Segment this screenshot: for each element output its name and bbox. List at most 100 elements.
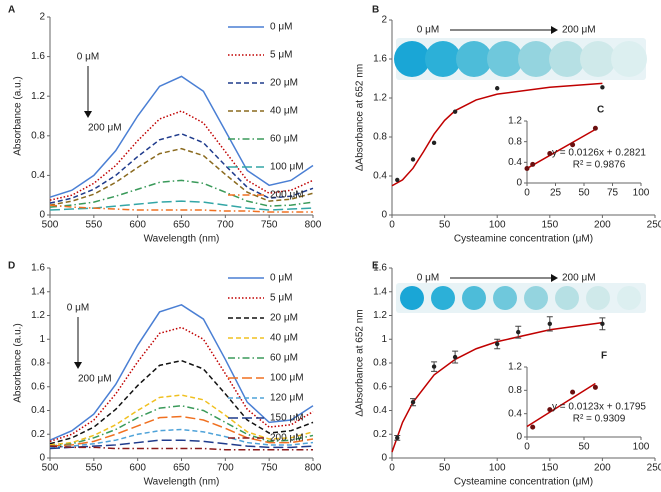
data-point xyxy=(395,177,400,183)
well xyxy=(549,41,585,77)
legend-label: 150 μM xyxy=(270,413,304,424)
y-tick-label: 0 xyxy=(39,453,45,464)
y-tick-label: 1.2 xyxy=(508,362,522,373)
x-tick-label: 100 xyxy=(633,188,650,199)
legend-label: 0 μM xyxy=(270,273,292,284)
y-tick-label: 0.6 xyxy=(31,381,45,392)
y-tick-label: 0.8 xyxy=(373,358,387,369)
x-tick-label: 0 xyxy=(524,442,530,453)
y-tick-label: 2 xyxy=(381,15,387,26)
r-squared: R² = 0.9876 xyxy=(573,160,626,171)
well xyxy=(580,41,616,77)
y-tick-label: 0 xyxy=(381,453,387,464)
fit-line xyxy=(391,82,603,187)
x-tick-label: 750 xyxy=(261,463,278,474)
equation: y = 0.0126x + 0.2821 xyxy=(552,148,646,159)
data-point xyxy=(530,424,536,430)
x-tick-label: 100 xyxy=(489,463,506,474)
x-tick-label: 100 xyxy=(489,220,506,231)
x-tick-label: 800 xyxy=(305,463,322,474)
spectrum-line xyxy=(49,359,314,445)
y-axis-title: Absorbance (a.u.) xyxy=(13,323,24,403)
y-tick-label: 0 xyxy=(516,178,522,189)
y-tick-label: 1.6 xyxy=(31,263,45,274)
data-point xyxy=(600,85,605,90)
spectrum-line xyxy=(49,415,314,447)
y-tick-label: 0.8 xyxy=(508,136,522,147)
data-point xyxy=(495,86,500,91)
x-tick-label: 150 xyxy=(541,220,558,231)
y-tick-label: 2 xyxy=(39,12,45,23)
spectrum-line xyxy=(49,147,314,206)
y-tick-label: 0.2 xyxy=(31,429,45,440)
x-tick-label: 750 xyxy=(261,220,278,231)
legend-label: 5 μM xyxy=(270,50,292,61)
well xyxy=(617,286,641,310)
legend-label: 60 μM xyxy=(270,353,298,364)
data-point xyxy=(600,321,605,327)
data-point xyxy=(547,151,553,157)
data-point xyxy=(431,364,437,369)
well xyxy=(456,41,492,77)
y-tick-label: 0 xyxy=(39,210,45,221)
y-tick-label: 0.4 xyxy=(373,405,387,416)
x-tick-label: 50 xyxy=(578,442,590,453)
arrow-start-label: 0 μM xyxy=(417,25,439,36)
well-strip xyxy=(396,283,646,313)
data-point xyxy=(592,125,598,131)
x-tick-label: 550 xyxy=(85,463,102,474)
well xyxy=(518,41,554,77)
y-tick-label: 1.2 xyxy=(508,116,522,127)
legend-label: 120 μM xyxy=(270,393,304,404)
data-point xyxy=(547,407,553,413)
data-point xyxy=(516,329,521,335)
legend-label: 200 μM xyxy=(270,433,304,444)
legend-label: 5 μM xyxy=(270,293,292,304)
arrow-end-label: 200 μM xyxy=(78,374,112,385)
well xyxy=(394,41,430,77)
data-point xyxy=(452,354,458,360)
y-axis-title: ΔAbsorbance at 652 nm xyxy=(355,64,366,171)
x-tick-label: 650 xyxy=(173,220,190,231)
x-tick-label: 75 xyxy=(607,188,619,199)
y-tick-label: 0.4 xyxy=(508,157,522,168)
panel-label: F xyxy=(601,351,607,362)
x-tick-label: 600 xyxy=(129,220,146,231)
spectrum-line xyxy=(49,326,314,443)
panel-label: E xyxy=(372,261,379,272)
y-tick-label: 1.2 xyxy=(31,310,45,321)
x-tick-label: 700 xyxy=(217,220,234,231)
legend-label: 100 μM xyxy=(270,373,304,384)
panel-label: B xyxy=(372,5,379,16)
arrow-end-label: 200 μM xyxy=(562,25,596,36)
y-tick-label: 1.2 xyxy=(373,93,387,104)
well xyxy=(431,286,455,310)
well xyxy=(493,286,517,310)
y-tick-label: 0.4 xyxy=(373,171,387,182)
arrow-end-label: 200 μM xyxy=(88,123,122,134)
y-tick-label: 0.4 xyxy=(31,170,45,181)
data-point xyxy=(410,399,416,405)
legend-label: 20 μM xyxy=(270,313,298,324)
spectrum-line xyxy=(49,439,314,450)
well xyxy=(487,41,523,77)
y-tick-label: 0.6 xyxy=(373,381,387,392)
x-tick-label: 500 xyxy=(42,463,59,474)
data-point xyxy=(530,161,536,167)
arrow-start-label: 0 μM xyxy=(67,303,89,314)
x-tick-label: 800 xyxy=(305,220,322,231)
x-tick-label: 0 xyxy=(389,463,395,474)
y-axis-title: ΔAbsorbance at 652 nm xyxy=(355,309,366,416)
data-point xyxy=(452,109,458,114)
x-tick-label: 250 xyxy=(647,463,661,474)
y-tick-label: 0.8 xyxy=(31,358,45,369)
data-point xyxy=(495,341,500,347)
data-point xyxy=(570,142,576,148)
data-point xyxy=(524,166,530,172)
panel-label: A xyxy=(8,5,15,16)
panel-label: D xyxy=(8,261,15,272)
well xyxy=(400,286,424,310)
y-tick-label: 1.6 xyxy=(31,51,45,62)
spectrum-line xyxy=(49,445,313,451)
